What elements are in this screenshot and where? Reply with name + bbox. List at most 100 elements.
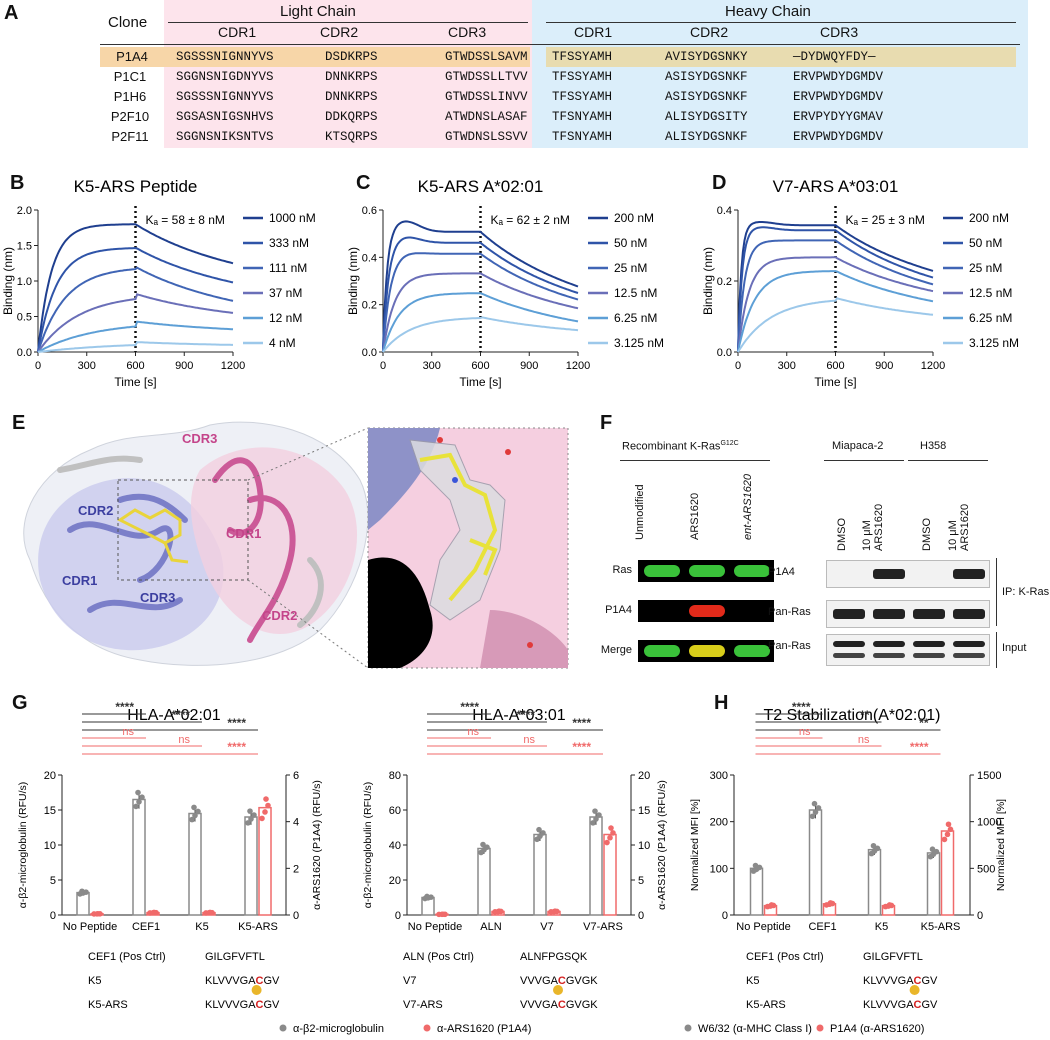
legend-label: α-ARS1620 (P1A4) xyxy=(437,1023,531,1035)
series-line xyxy=(37,266,234,353)
panel-label-h: H xyxy=(714,692,729,714)
y2-tick-label: 6 xyxy=(293,770,299,782)
y-tick-label: 0.4 xyxy=(717,205,732,217)
cdr-sequence: SGGNSNIGDNYVS xyxy=(176,70,274,84)
data-point xyxy=(812,809,819,815)
data-point xyxy=(265,802,271,809)
sequence-tail: GV xyxy=(922,999,939,1011)
data-point xyxy=(79,888,85,895)
lane-label: 10 μM ARS1620 xyxy=(947,503,971,551)
legend-label: 333 nM xyxy=(269,236,309,250)
clone-name: P1H6 xyxy=(113,89,147,104)
significance-label: **** xyxy=(227,740,246,754)
blot-row-label: P1A4 xyxy=(605,604,632,616)
y-tick-label: 10 xyxy=(44,840,56,852)
data-point xyxy=(552,908,558,915)
series-line xyxy=(382,292,579,353)
significance-label: **** xyxy=(460,700,479,714)
legend-label: 1000 nM xyxy=(269,211,316,225)
data-point xyxy=(136,799,142,805)
x-tick-label: K5 xyxy=(875,921,888,933)
y-tick-label: 80 xyxy=(389,770,401,782)
lane-label: DMSO xyxy=(836,518,848,551)
cdr-sequence: DNNKRPS xyxy=(325,90,378,104)
significance-label: ** xyxy=(919,716,929,730)
x-tick-label: 1200 xyxy=(221,360,245,372)
data-point xyxy=(592,808,598,814)
data-point xyxy=(251,812,257,818)
ars-adduct-marker xyxy=(251,985,262,995)
column-header: CDR1 xyxy=(574,24,613,40)
series-line xyxy=(37,341,233,353)
sequence-name: CEF1 (Pos Ctrl) xyxy=(88,951,166,963)
sequence-name: K5 xyxy=(88,975,101,987)
legend-marker xyxy=(684,1024,692,1032)
cdr-sequence: ERVPWDYDGMDV xyxy=(793,130,884,144)
legend-label: 25 nM xyxy=(969,261,1002,275)
cdr-sequence: ERVPWDYDGMDV xyxy=(793,90,884,104)
bar-gray xyxy=(477,847,491,916)
cdr-table: Clone Light Chain Heavy Chain CDR1 CDR2 CD… xyxy=(100,0,1030,150)
legend-label: 4 nM xyxy=(269,336,296,350)
data-point xyxy=(590,820,596,826)
data-point xyxy=(440,911,446,918)
cdr-sequence: GTWDSSLINVV xyxy=(445,90,528,104)
x-tick-label: No Peptide xyxy=(408,921,462,933)
data-point xyxy=(480,841,486,848)
data-point xyxy=(933,848,940,855)
data-point xyxy=(424,893,430,900)
blot-band xyxy=(873,641,905,647)
y-tick-label: 15 xyxy=(44,805,56,817)
y2-tick-label: 500 xyxy=(977,863,995,875)
y2-axis-label: α-ARS1620 (P1A4) (RFU/s) xyxy=(311,780,323,910)
cdr-sequence: KTSQRPS xyxy=(325,130,378,144)
blot-row-label: Merge xyxy=(600,644,632,656)
data-point xyxy=(248,816,254,822)
y-axis-label: Binding (nm) xyxy=(1,247,15,315)
series-line xyxy=(37,223,234,353)
bar-gray xyxy=(244,816,258,916)
data-point xyxy=(151,909,157,916)
sequence: ALNFPGSQK xyxy=(520,951,588,963)
y2-tick-label: 0 xyxy=(293,910,299,922)
legend-label: 50 nM xyxy=(969,236,1002,250)
blot-band xyxy=(644,565,680,577)
cdr-sequence: ERVPYDYYGMAV xyxy=(793,110,884,124)
x-tick-label: 300 xyxy=(78,360,96,372)
legend-marker xyxy=(279,1024,287,1032)
blot-band xyxy=(734,645,770,657)
sequence: GILGFVFTL xyxy=(863,951,923,963)
x-tick-label: 1200 xyxy=(566,360,590,372)
sequence-name: CEF1 (Pos Ctrl) xyxy=(746,951,824,963)
data-point xyxy=(484,844,490,850)
series-line xyxy=(382,272,579,353)
chart-b-k5-ars-peptide: K5-ARS Peptide 0.0 0.5 1.0 1.5 2.0 0 300 600 900 1… xyxy=(1,177,316,389)
blot-band xyxy=(833,641,865,647)
y2-tick-label: 5 xyxy=(638,875,644,887)
legend-label: 37 nM xyxy=(269,286,302,300)
cdr3-heavy-label: CDR3 xyxy=(182,431,217,446)
x-tick-label: 300 xyxy=(778,360,796,372)
data-point xyxy=(195,808,201,815)
blot-band xyxy=(833,653,865,658)
h358-header: H358 xyxy=(920,440,947,452)
cdr2-heavy-label: CDR2 xyxy=(262,608,297,623)
cdr-sequence: GTWDSSLLTVV xyxy=(445,70,528,84)
data-point xyxy=(870,842,877,849)
significance-label: ns xyxy=(799,726,811,738)
cysteine-residue: C xyxy=(914,975,922,987)
lane-label: ARS1620 xyxy=(689,492,701,540)
legend-label: 6.25 nM xyxy=(614,311,657,325)
x-tick-label: V7 xyxy=(540,921,553,933)
blot-row-label: Ras xyxy=(612,564,632,576)
data-point xyxy=(608,825,614,831)
x-axis-label: Time [s] xyxy=(114,375,156,389)
cdr-sequence: GTWDSSLSAVM xyxy=(445,50,528,64)
legend-label: 200 nM xyxy=(614,211,654,225)
y-axis-label: α-β2-microglobulin (RFU/s) xyxy=(362,782,374,908)
table-header-rule xyxy=(100,44,1020,45)
blot-band xyxy=(953,653,985,658)
blot-band xyxy=(953,609,985,619)
sequence-tail: GV xyxy=(922,975,939,987)
blot-strip xyxy=(638,560,774,582)
